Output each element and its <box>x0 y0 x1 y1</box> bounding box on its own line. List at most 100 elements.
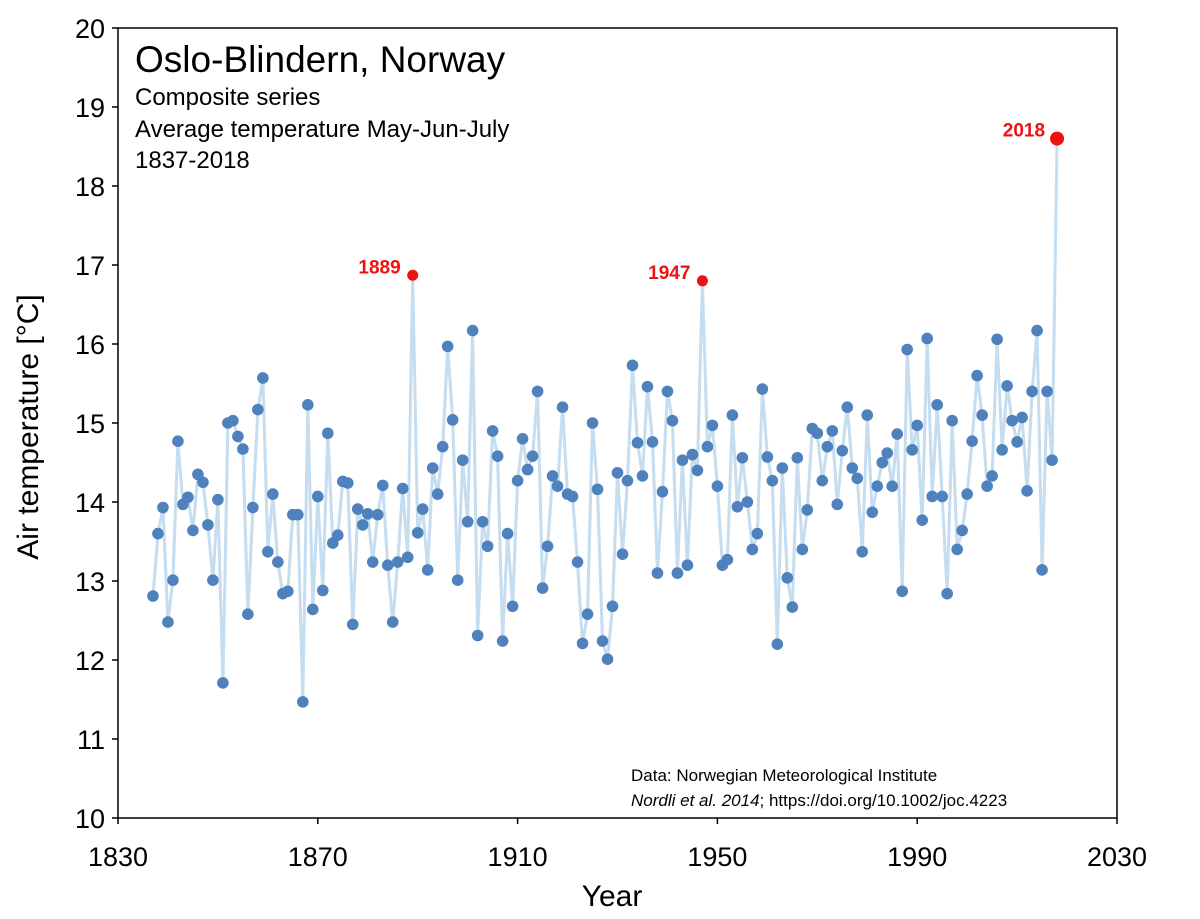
data-point <box>381 559 394 571</box>
data-point <box>386 616 399 628</box>
x-axis-title: Year <box>582 880 643 913</box>
plot-area <box>117 27 1118 819</box>
data-point <box>596 635 609 647</box>
highlight-point-2018 <box>1050 131 1065 146</box>
data-point <box>217 677 229 689</box>
data-point <box>586 417 599 429</box>
data-point <box>152 527 164 540</box>
y-tick-label: 14 <box>75 488 105 518</box>
data-point <box>681 559 694 571</box>
data-point <box>821 440 834 453</box>
data-point <box>267 488 279 500</box>
data-point <box>212 493 224 506</box>
data-point <box>936 490 948 503</box>
data-point <box>356 519 369 531</box>
data-point <box>871 480 884 493</box>
data-point <box>282 585 294 598</box>
highlight-label-2018: 2018 <box>1003 121 1045 142</box>
data-point <box>486 425 499 437</box>
data-point <box>861 409 874 421</box>
data-point <box>976 409 988 421</box>
data-point <box>297 696 309 708</box>
data-point <box>606 600 619 613</box>
y-tick-label: 16 <box>75 330 105 360</box>
data-point <box>481 540 494 553</box>
x-tick-label: 1990 <box>887 842 947 872</box>
data-point <box>636 470 649 482</box>
data-point <box>341 477 354 489</box>
data-point <box>576 637 589 650</box>
x-tick-label: 1910 <box>488 842 548 872</box>
data-point <box>966 435 978 447</box>
data-point <box>801 504 814 516</box>
data-source: Data: Norwegian Meteorological Institute <box>631 766 937 785</box>
data-point <box>711 480 724 493</box>
data-point <box>1016 411 1028 424</box>
highlight-label-1889: 1889 <box>358 257 400 278</box>
data-point <box>316 584 329 597</box>
data-point <box>651 567 664 579</box>
data-point <box>1046 454 1058 466</box>
data-point <box>411 527 424 539</box>
subtitle-line-3: 1837-2018 <box>135 147 250 174</box>
data-point <box>641 380 654 393</box>
data-point <box>257 372 269 384</box>
data-point <box>786 601 799 613</box>
data-point <box>262 545 274 558</box>
data-point <box>931 399 943 411</box>
temperature-series <box>147 138 1059 708</box>
data-point <box>551 480 564 493</box>
data-point <box>451 574 464 587</box>
data-point <box>346 618 359 631</box>
y-tick-label: 15 <box>75 409 105 439</box>
data-point <box>946 414 958 427</box>
data-point <box>312 490 324 503</box>
data-point <box>1026 385 1038 398</box>
data-point <box>471 629 484 642</box>
data-point <box>731 500 744 513</box>
data-point <box>491 450 504 462</box>
data-point <box>781 572 794 584</box>
data-point <box>736 451 749 464</box>
data-point <box>321 427 334 440</box>
data-point <box>436 440 449 453</box>
data-point <box>746 543 759 556</box>
data-point <box>242 608 254 620</box>
citation-authors: Nordli et al. 2014 <box>631 791 760 810</box>
data-point <box>1041 385 1053 398</box>
series-line <box>151 138 1059 704</box>
data-point <box>631 436 644 449</box>
data-point <box>531 385 544 398</box>
y-axis-title: Air temperature [°C] <box>12 294 45 559</box>
data-point <box>761 451 774 463</box>
data-point <box>556 401 569 414</box>
data-point <box>756 383 769 395</box>
data-point <box>911 419 923 432</box>
data-point <box>841 401 854 414</box>
data-point <box>906 444 919 456</box>
data-point <box>891 428 904 440</box>
data-point <box>426 462 439 474</box>
data-point <box>1021 485 1033 497</box>
data-point <box>396 482 409 495</box>
data-point <box>701 440 714 453</box>
y-tick-label: 20 <box>75 14 105 44</box>
data-point <box>416 503 429 515</box>
data-point <box>866 506 879 519</box>
data-point <box>202 519 214 531</box>
data-point <box>921 332 933 345</box>
highlight-point-1947 <box>696 275 708 287</box>
data-point <box>626 359 639 372</box>
data-point <box>971 369 983 382</box>
data-point <box>836 444 849 457</box>
data-point <box>851 472 864 485</box>
highlighted-years: 1889 1947 2018 <box>358 121 1065 287</box>
data-point <box>227 414 239 427</box>
data-point <box>391 556 404 568</box>
data-point <box>811 427 824 440</box>
data-point <box>591 483 604 496</box>
data-point <box>247 501 259 514</box>
data-point <box>401 551 414 564</box>
data-point <box>671 567 684 579</box>
